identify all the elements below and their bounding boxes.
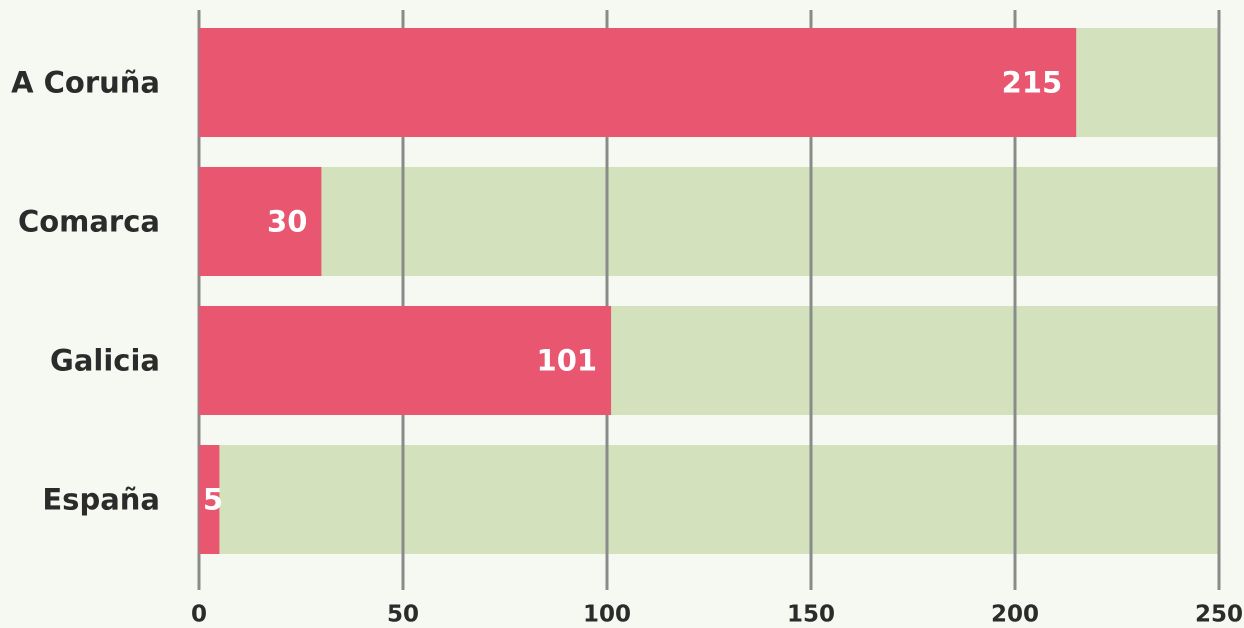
x-tick-label: 250 — [1195, 602, 1243, 628]
x-tick-label: 150 — [787, 602, 835, 628]
x-tick-label: 100 — [583, 602, 631, 628]
x-tick-label: 50 — [387, 602, 419, 628]
bar — [199, 445, 220, 554]
value-label: 215 — [1002, 66, 1063, 100]
value-label: 5 — [203, 483, 223, 517]
bar-track — [199, 445, 1219, 554]
x-tick-label: 0 — [191, 602, 207, 628]
x-tick-label: 200 — [991, 602, 1039, 628]
y-tick-label: España — [42, 483, 160, 517]
y-tick-label: Comarca — [18, 205, 160, 239]
bar-track — [199, 167, 1219, 276]
value-label: 101 — [537, 344, 598, 378]
y-tick-label: Galicia — [50, 344, 160, 378]
value-label: 30 — [267, 205, 307, 239]
y-tick-label: A Coruña — [11, 66, 160, 100]
bar — [199, 306, 612, 415]
bar — [199, 167, 322, 276]
bar — [199, 28, 1077, 137]
